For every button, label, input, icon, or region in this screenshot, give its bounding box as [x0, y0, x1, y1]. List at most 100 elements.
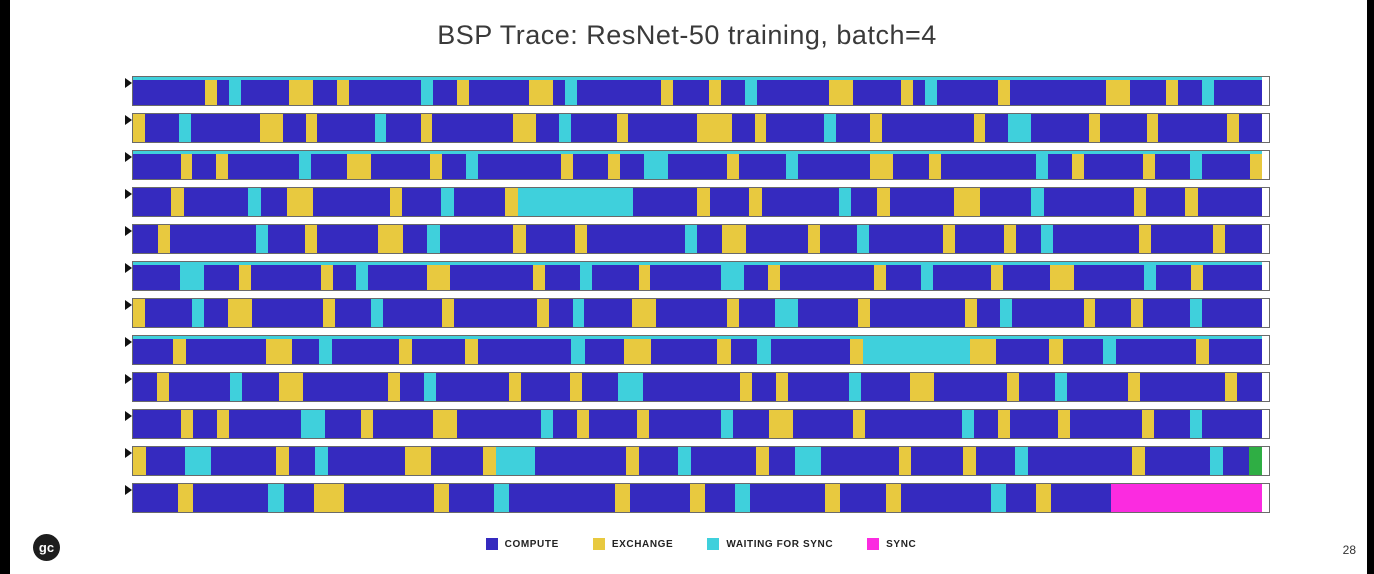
trace-segment — [184, 188, 249, 216]
trace-segment — [840, 484, 886, 512]
trace-segment — [861, 373, 910, 401]
trace-segment — [1190, 299, 1203, 327]
trace-segment — [1225, 373, 1238, 401]
trace-segment — [370, 299, 383, 327]
trace-segment — [1100, 114, 1147, 142]
trace-segment — [608, 151, 621, 179]
trace-segment — [332, 336, 399, 364]
trace-segment — [929, 151, 941, 179]
trace-segment — [301, 410, 326, 438]
trace-segment — [427, 225, 440, 253]
trace-segment — [312, 188, 390, 216]
trace-row — [125, 224, 1270, 254]
trace-segment — [1051, 484, 1112, 512]
trace-segment — [730, 336, 758, 364]
trace-segment — [424, 373, 437, 401]
trace-segment — [317, 114, 375, 142]
trace-segment — [1015, 447, 1029, 475]
page-number: 28 — [1342, 543, 1356, 557]
trace-segment — [172, 336, 187, 364]
trace-segment — [757, 77, 830, 105]
trace-segment — [755, 447, 769, 475]
trace-segment — [398, 336, 412, 364]
trace-segment — [577, 77, 662, 105]
trace-segment — [509, 484, 615, 512]
trace-segment — [449, 484, 495, 512]
trace-segment — [133, 262, 181, 290]
trace-segment — [453, 299, 537, 327]
row-marker-icon — [125, 189, 132, 199]
trace-segment — [768, 447, 795, 475]
trace-segment — [325, 410, 362, 438]
legend-item: EXCHANGE — [592, 538, 673, 550]
trace-segment — [709, 77, 722, 105]
trace-segment — [748, 188, 762, 216]
trace-segment — [1009, 410, 1058, 438]
trace-segment — [650, 336, 718, 364]
trace-segment — [954, 188, 980, 216]
trace-segment — [169, 373, 231, 401]
trace-segment — [869, 225, 943, 253]
trace-segment — [973, 410, 998, 438]
trace-segment — [973, 114, 986, 142]
trace-segment — [193, 410, 218, 438]
trace-segment — [283, 484, 314, 512]
trace-segment — [614, 484, 630, 512]
trace-segment — [229, 77, 242, 105]
trace-segment — [332, 262, 357, 290]
trace-segment — [911, 447, 964, 475]
trace-segment — [761, 188, 839, 216]
trace-segment — [228, 151, 300, 179]
trace-segment — [1202, 299, 1262, 327]
trace-segment — [633, 188, 698, 216]
trace-segment — [1132, 447, 1146, 475]
trace-segment — [186, 336, 266, 364]
trace-segment — [1209, 447, 1223, 475]
trace-segment — [1053, 225, 1140, 253]
trace-segment — [1111, 484, 1262, 512]
trace-segment — [349, 77, 422, 105]
trace-segment — [1057, 410, 1070, 438]
trace-segment — [820, 447, 899, 475]
legend-swatch — [867, 538, 880, 550]
trace-segment — [751, 373, 777, 401]
trace-segment — [690, 447, 756, 475]
trace-segment — [757, 336, 771, 364]
trace-segment — [450, 262, 533, 290]
trace-segment — [767, 262, 780, 290]
trace-segment — [430, 151, 442, 179]
trace-segment — [478, 336, 572, 364]
trace-segment — [788, 373, 849, 401]
trace-segment — [133, 77, 206, 105]
trace-segment — [1141, 410, 1154, 438]
trace-segment — [282, 114, 306, 142]
trace-segment — [697, 225, 722, 253]
trace-segment — [386, 114, 421, 142]
trace-segment — [655, 299, 728, 327]
trace-segment — [210, 447, 276, 475]
trace-segment — [248, 188, 262, 216]
trace-segment — [1067, 373, 1129, 401]
trace-segment — [251, 299, 324, 327]
trace-segment — [869, 151, 894, 179]
row-marker-icon — [125, 448, 132, 458]
trace-segment — [979, 188, 1031, 216]
trace-segment — [964, 299, 977, 327]
trace-segment — [1004, 225, 1017, 253]
trace-segment — [909, 373, 934, 401]
trace-segment — [1142, 299, 1191, 327]
trace-segment — [900, 484, 991, 512]
trace-segment — [1144, 262, 1156, 290]
trace-segment — [710, 188, 749, 216]
trace-segment — [1028, 447, 1133, 475]
trace-segment — [643, 151, 668, 179]
trace-segment — [432, 114, 514, 142]
trace-segment — [457, 77, 470, 105]
trace-segment — [1055, 373, 1068, 401]
trace-segment — [779, 262, 874, 290]
trace-segment — [241, 77, 290, 105]
trace-segment — [317, 225, 379, 253]
trace-segment — [697, 188, 711, 216]
trace-segment — [192, 151, 217, 179]
trace-segment — [829, 77, 854, 105]
